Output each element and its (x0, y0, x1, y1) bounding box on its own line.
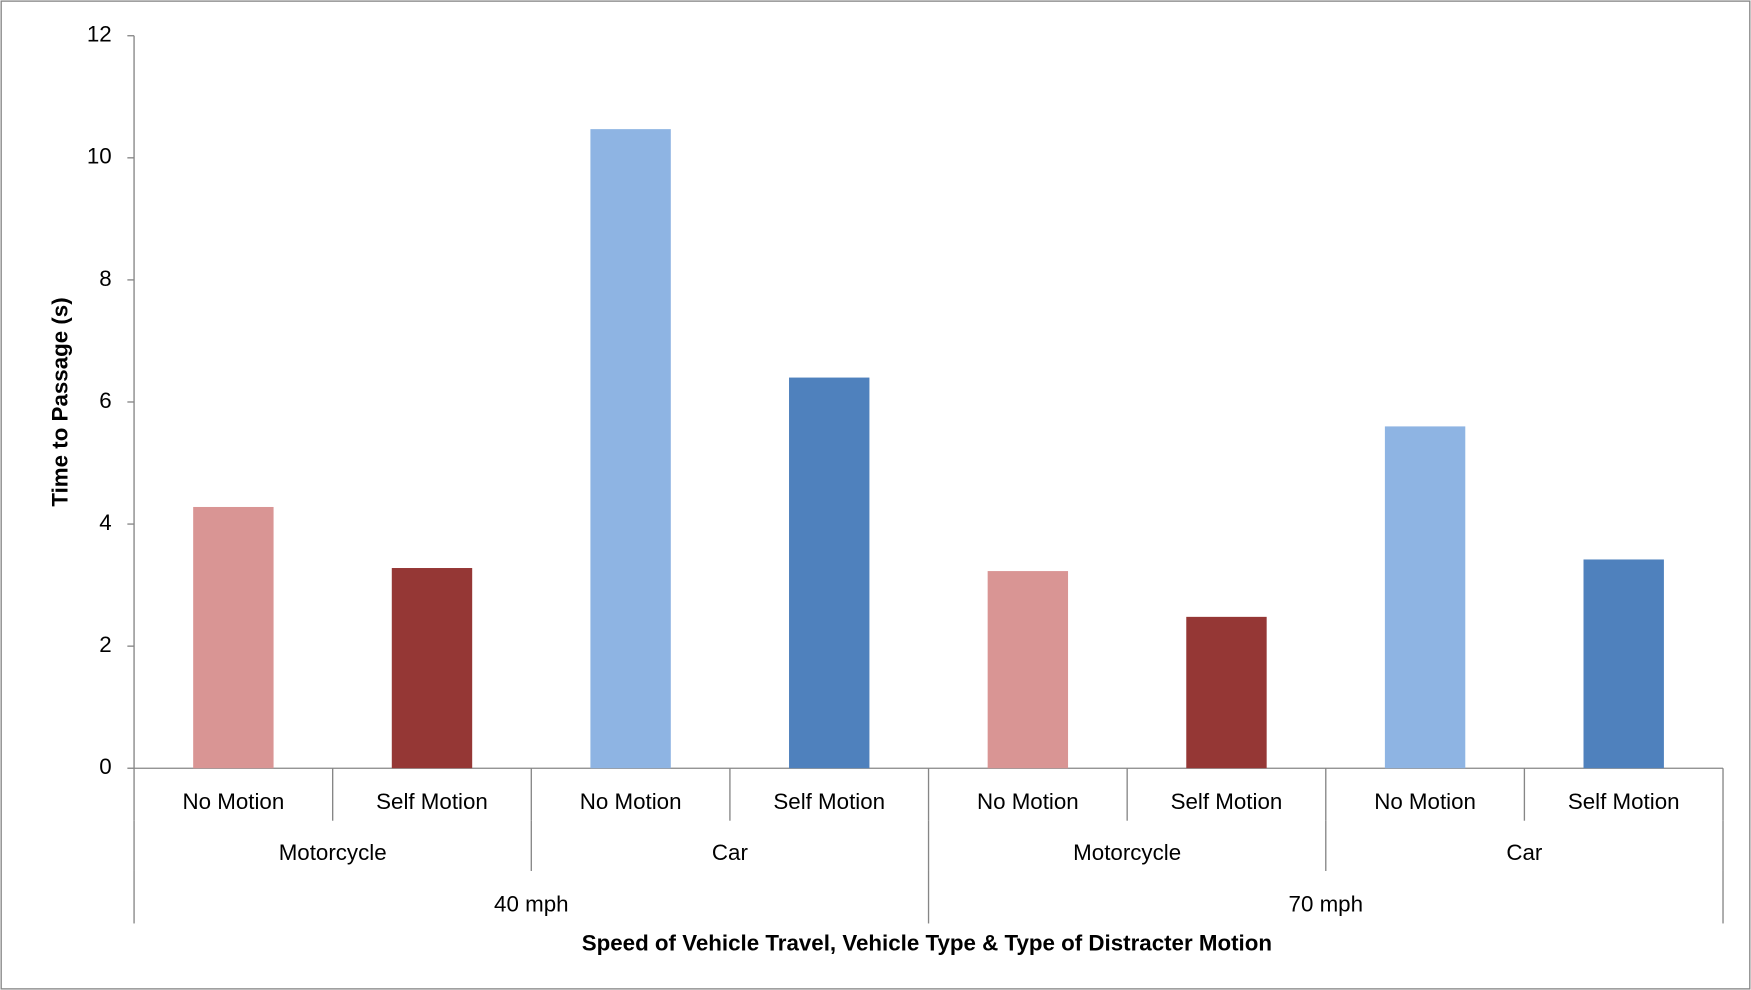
x-tick-label: Self Motion (1568, 789, 1680, 814)
y-axis-title: Time to Passage (s) (47, 297, 72, 506)
y-tick-label: 0 (99, 754, 111, 779)
supergroup-label: 40 mph (494, 891, 568, 916)
bar (987, 571, 1069, 769)
group-label: Motorcycle (1073, 840, 1181, 865)
bar (1186, 616, 1267, 769)
y-tick-label: 10 (87, 144, 112, 169)
y-tick-label: 6 (99, 388, 111, 413)
y-tick-label: 4 (99, 510, 111, 535)
group-label: Car (712, 840, 749, 865)
y-tick-label: 12 (87, 22, 112, 47)
bar (1583, 559, 1664, 769)
x-tick-label: No Motion (977, 789, 1079, 814)
bar (1384, 426, 1466, 769)
x-tick-label: No Motion (182, 789, 284, 814)
bar (590, 129, 671, 769)
x-tick-label: Self Motion (773, 789, 885, 814)
x-tick-label: Self Motion (1171, 789, 1283, 814)
bar (391, 568, 473, 769)
group-label: Motorcycle (279, 840, 387, 865)
bar (193, 506, 274, 769)
y-tick-label: 8 (99, 266, 111, 291)
x-axis-title: Speed of Vehicle Travel, Vehicle Type & … (582, 931, 1272, 956)
y-tick-label: 2 (99, 632, 111, 657)
supergroup-label: 70 mph (1289, 891, 1363, 916)
bar (789, 377, 870, 769)
group-label: Car (1506, 840, 1543, 865)
x-tick-label: Self Motion (376, 789, 488, 814)
x-tick-label: No Motion (580, 789, 682, 814)
x-tick-label: No Motion (1374, 789, 1476, 814)
